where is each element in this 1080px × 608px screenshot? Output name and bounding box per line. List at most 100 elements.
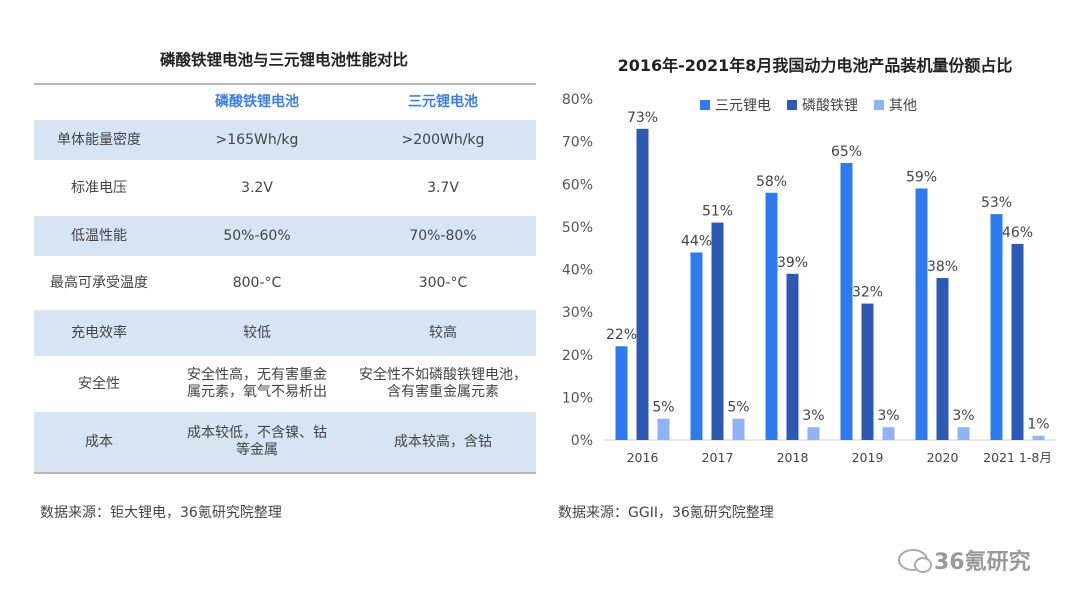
- row-value-ncm: 70%-80%: [409, 227, 477, 244]
- header-cell-ncm: 三元锂电池: [408, 94, 478, 110]
- bar: [807, 427, 820, 440]
- legend-label: 磷酸铁锂: [802, 98, 858, 114]
- row-label: 安全性: [78, 375, 120, 392]
- y-tick-label: 60%: [562, 177, 593, 193]
- bar-data-label: 46%: [1002, 225, 1033, 241]
- wechat-icon: [898, 549, 932, 573]
- table-row: 标准电压 3.2V 3.7V: [34, 160, 536, 216]
- y-tick-label: 70%: [562, 135, 593, 151]
- bar-data-label: 3%: [877, 408, 899, 424]
- y-tick-label: 80%: [562, 92, 593, 108]
- bar: [957, 427, 970, 440]
- bar-data-label: 58%: [756, 174, 787, 190]
- row-value-lfp-line: 等金属: [236, 442, 278, 458]
- row-value-lfp-line: 成本较低，不含镍、钴: [187, 425, 327, 441]
- table-header-row: 磷酸铁锂电池 三元锂电池: [34, 85, 536, 120]
- bar-data-label: 38%: [927, 259, 958, 275]
- legend-swatch: [700, 100, 710, 110]
- table-source-note: 数据来源：钜大锂电，36氪研究院整理: [40, 505, 282, 521]
- watermark-text: 36氪研究: [934, 550, 1031, 575]
- row-value-lfp: 较低: [243, 324, 271, 341]
- x-tick-label: 2020: [927, 450, 959, 465]
- row-value-lfp: 成本较低，不含镍、钴 等金属: [164, 425, 350, 459]
- row-value-ncm: 安全性不如磷酸铁锂电池， 含有害重金属元素: [350, 367, 536, 401]
- row-value-ncm-line: 安全性不如磷酸铁锂电池，: [359, 367, 527, 383]
- bar-data-label: 39%: [777, 255, 808, 271]
- bar: [732, 418, 745, 440]
- bar-data-label: 3%: [802, 408, 824, 424]
- row-label: 单体能量密度: [57, 131, 141, 148]
- chart-source-note: 数据来源：GGII，36氪研究院整理: [558, 505, 774, 521]
- bar-data-label: 1%: [1027, 417, 1049, 433]
- table-row: 成本 成本较低，不含镍、钴 等金属 成本较高，含钴: [34, 412, 536, 472]
- bar: [1011, 243, 1024, 440]
- table-row: 安全性 安全性高，无有害重金 属元素，氧气不易析出 安全性不如磷酸铁锂电池， 含…: [34, 356, 536, 412]
- table-row: 充电效率 较低 较高: [34, 310, 536, 356]
- y-tick-label: 20%: [562, 348, 593, 364]
- x-tick-label: 2021 1-8月: [983, 450, 1052, 465]
- bar: [840, 162, 853, 440]
- y-tick-label: 10%: [562, 390, 593, 406]
- bar-data-label: 3%: [952, 408, 974, 424]
- bar-data-label: 51%: [702, 204, 733, 220]
- legend-label: 三元锂电: [715, 98, 771, 114]
- row-label: 最高可承受温度: [50, 274, 148, 291]
- row-value-ncm: 较高: [429, 324, 457, 341]
- row-value-ncm: >200Wh/kg: [401, 131, 485, 148]
- bar: [765, 192, 778, 440]
- bar: [915, 188, 928, 440]
- y-tick-label: 30%: [562, 305, 593, 321]
- row-value-ncm-line: 含有害重金属元素: [387, 384, 499, 400]
- bar: [861, 303, 874, 440]
- legend-swatch: [874, 100, 884, 110]
- row-value-lfp-line: 属元素，氧气不易析出: [187, 384, 327, 400]
- header-cell-lfp: 磷酸铁锂电池: [215, 94, 299, 110]
- bar: [786, 273, 799, 440]
- bar: [690, 252, 703, 440]
- row-value-lfp: 3.2V: [241, 179, 273, 196]
- bar-data-label: 73%: [627, 110, 658, 126]
- table-title: 磷酸铁锂电池与三元锂电池性能对比: [159, 51, 408, 69]
- bar-data-label: 44%: [681, 233, 712, 249]
- row-value-ncm: 300-°C: [418, 274, 468, 291]
- row-label: 低温性能: [71, 227, 127, 244]
- row-value-lfp-line: 安全性高，无有害重金: [187, 367, 327, 383]
- legend-label: 其他: [889, 98, 917, 114]
- row-value-ncm: 3.7V: [427, 179, 459, 196]
- chart-title: 2016年-2021年8月我国动力电池产品装机量份额占比: [617, 56, 1013, 75]
- bar: [882, 427, 895, 440]
- y-tick-label: 50%: [562, 220, 593, 236]
- table-row: 低温性能 50%-60% 70%-80%: [34, 216, 536, 256]
- brand-watermark: 36氪研究: [898, 544, 1031, 576]
- bar: [936, 278, 949, 440]
- bar-data-label: 32%: [852, 285, 883, 301]
- bar-data-label: 5%: [652, 400, 674, 416]
- y-tick-label: 0%: [571, 433, 593, 449]
- bar-data-label: 5%: [727, 400, 749, 416]
- bar-data-label: 22%: [606, 327, 637, 343]
- table-row: 最高可承受温度 800-°C 300-°C: [34, 256, 536, 310]
- row-label: 标准电压: [71, 179, 127, 196]
- row-value-ncm: 成本较高，含钴: [394, 433, 492, 450]
- row-value-lfp: >165Wh/kg: [215, 131, 299, 148]
- row-value-lfp: 800-°C: [232, 274, 282, 291]
- y-tick-label: 40%: [562, 263, 593, 279]
- bar: [636, 128, 649, 440]
- x-tick-label: 2017: [702, 450, 734, 465]
- row-value-lfp: 安全性高，无有害重金 属元素，氧气不易析出: [164, 367, 350, 401]
- comparison-table: 磷酸铁锂电池 三元锂电池 单体能量密度 >165Wh/kg >200Wh/kg …: [34, 83, 536, 474]
- bar: [657, 418, 670, 440]
- row-label: 成本: [85, 433, 113, 450]
- bar-data-label: 53%: [981, 195, 1012, 211]
- bar: [615, 346, 628, 440]
- bar: [1032, 435, 1045, 440]
- bar-data-label: 59%: [906, 170, 937, 186]
- legend-swatch: [787, 100, 797, 110]
- row-value-lfp: 50%-60%: [223, 227, 291, 244]
- x-tick-label: 2016: [627, 450, 659, 465]
- row-label: 充电效率: [71, 324, 127, 341]
- x-tick-label: 2019: [852, 450, 884, 465]
- bar: [711, 222, 724, 440]
- bar: [990, 214, 1003, 440]
